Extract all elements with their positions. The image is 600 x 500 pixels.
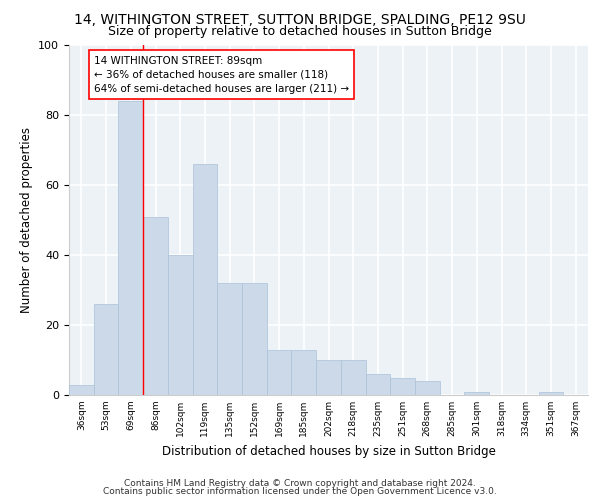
Bar bbox=[341, 360, 365, 395]
Bar bbox=[464, 392, 489, 395]
Bar bbox=[267, 350, 292, 395]
Bar bbox=[365, 374, 390, 395]
Bar bbox=[94, 304, 118, 395]
Bar bbox=[539, 392, 563, 395]
X-axis label: Distribution of detached houses by size in Sutton Bridge: Distribution of detached houses by size … bbox=[161, 444, 496, 458]
Text: Contains public sector information licensed under the Open Government Licence v3: Contains public sector information licen… bbox=[103, 487, 497, 496]
Text: 14, WITHINGTON STREET, SUTTON BRIDGE, SPALDING, PE12 9SU: 14, WITHINGTON STREET, SUTTON BRIDGE, SP… bbox=[74, 12, 526, 26]
Text: 14 WITHINGTON STREET: 89sqm
← 36% of detached houses are smaller (118)
64% of se: 14 WITHINGTON STREET: 89sqm ← 36% of det… bbox=[94, 56, 349, 94]
Text: Size of property relative to detached houses in Sutton Bridge: Size of property relative to detached ho… bbox=[108, 25, 492, 38]
Bar bbox=[168, 255, 193, 395]
Y-axis label: Number of detached properties: Number of detached properties bbox=[20, 127, 33, 313]
Bar bbox=[69, 384, 94, 395]
Bar bbox=[193, 164, 217, 395]
Bar bbox=[143, 216, 168, 395]
Bar bbox=[316, 360, 341, 395]
Bar bbox=[118, 101, 143, 395]
Bar bbox=[242, 283, 267, 395]
Bar bbox=[217, 283, 242, 395]
Bar bbox=[292, 350, 316, 395]
Bar bbox=[390, 378, 415, 395]
Bar bbox=[415, 381, 440, 395]
Text: Contains HM Land Registry data © Crown copyright and database right 2024.: Contains HM Land Registry data © Crown c… bbox=[124, 478, 476, 488]
